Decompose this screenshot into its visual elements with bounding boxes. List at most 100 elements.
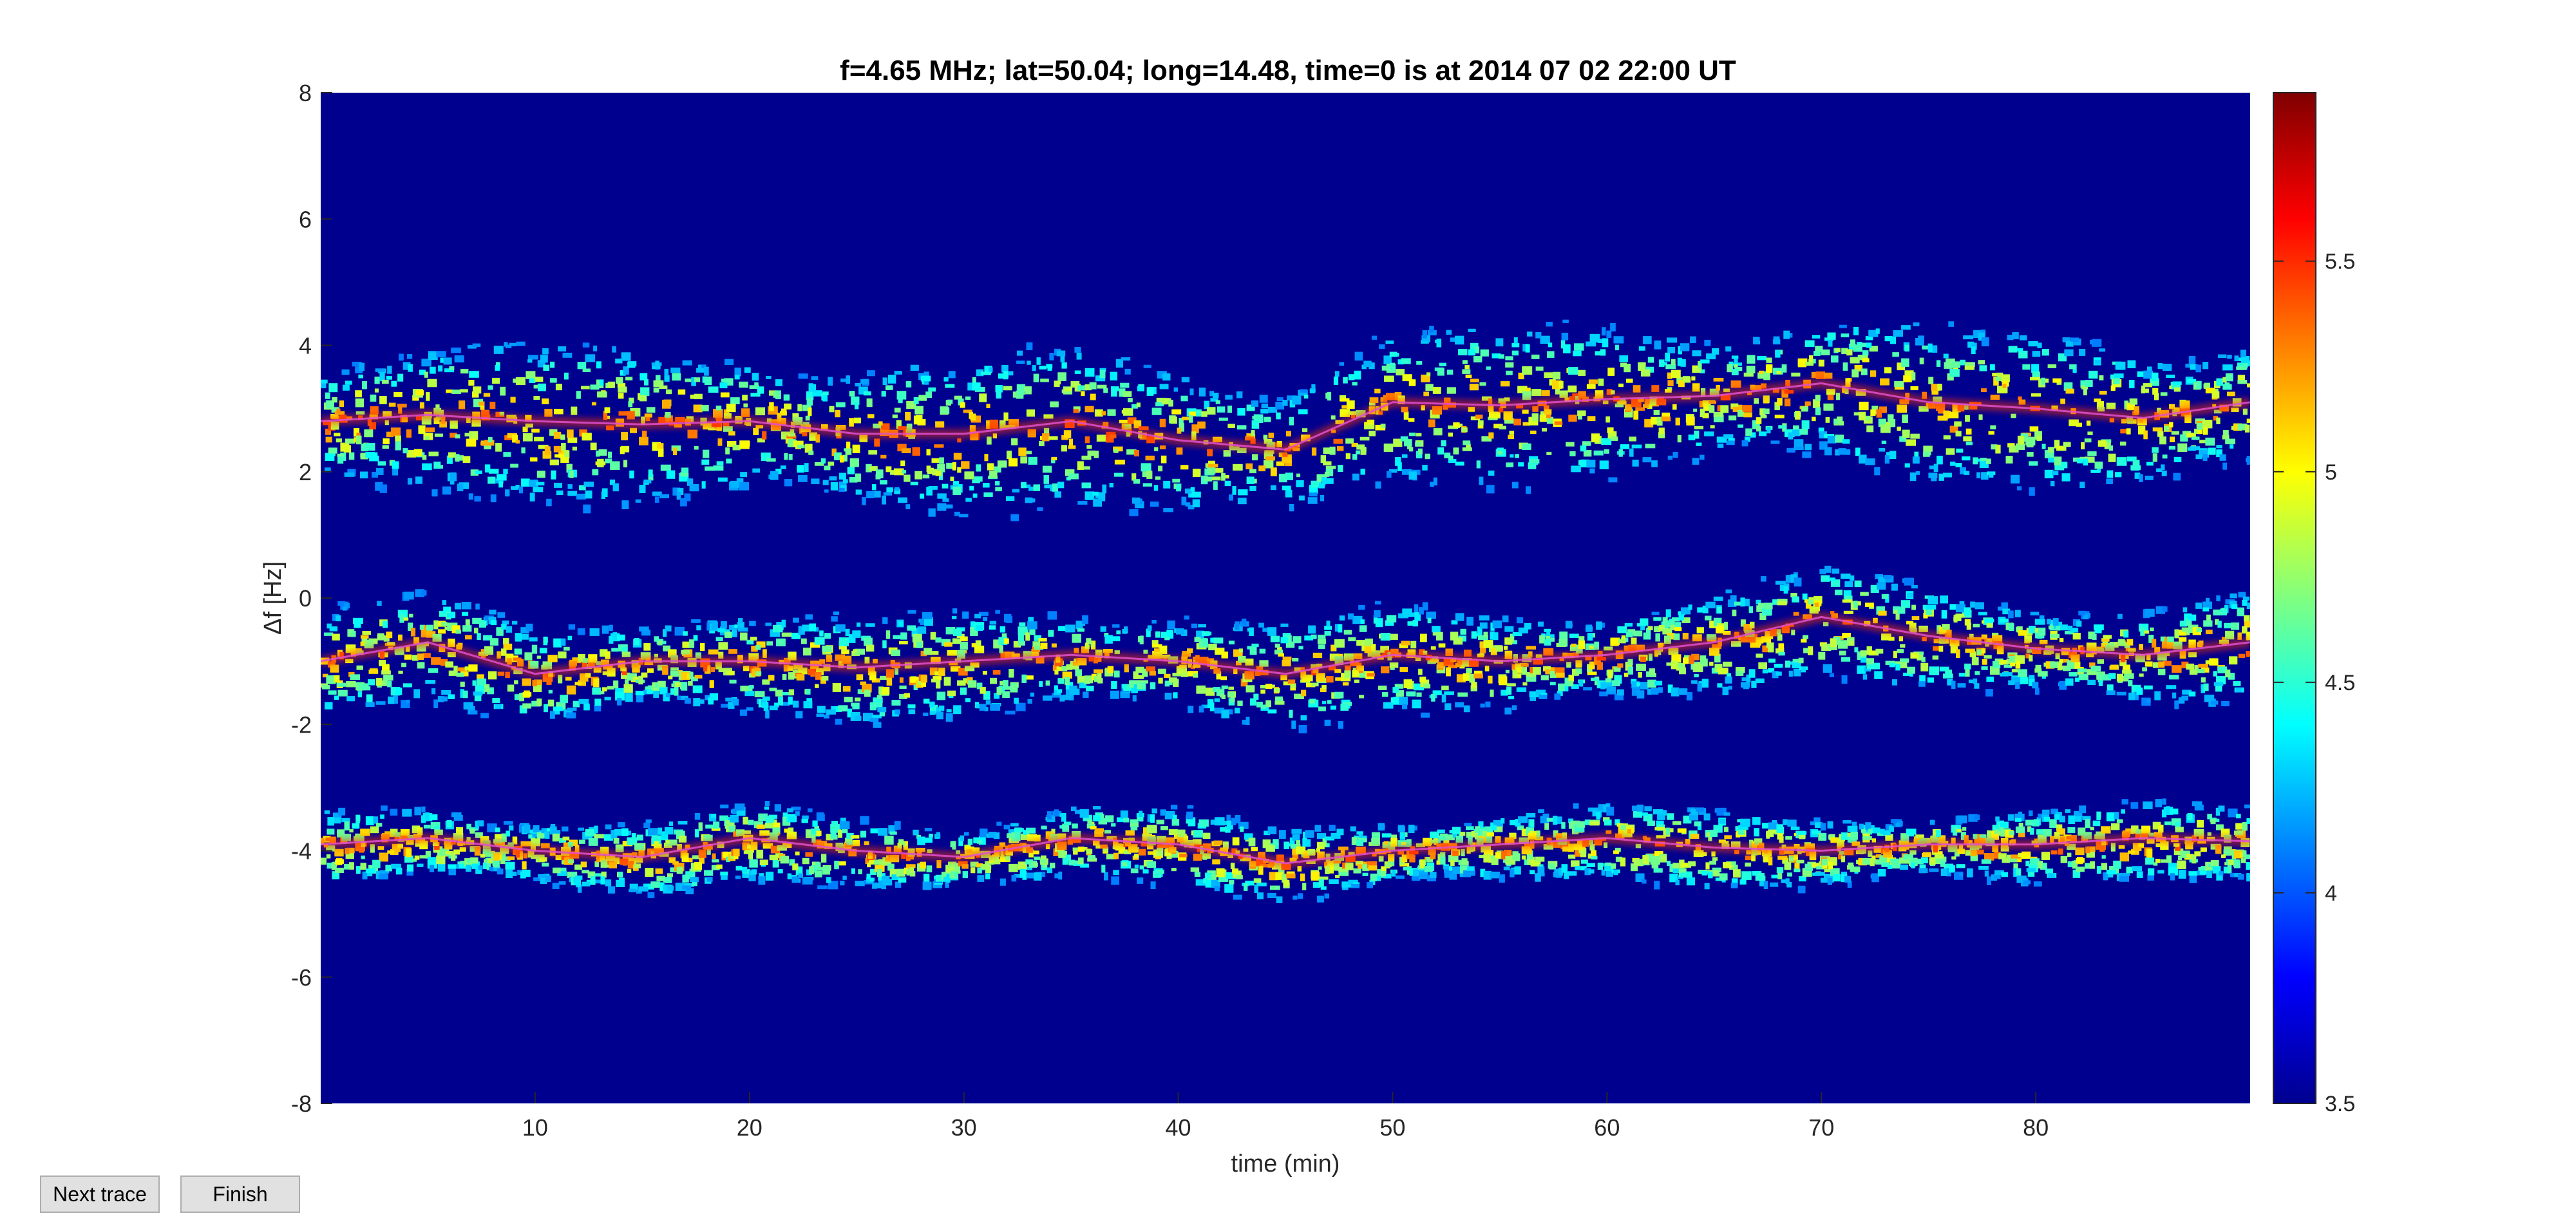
heatmap-cell (1991, 444, 1998, 450)
heatmap-cell (791, 876, 799, 883)
heatmap-cell (1766, 427, 1771, 434)
heatmap-cell (1640, 618, 1649, 626)
heatmap-cell (1462, 360, 1468, 364)
heatmap-cell (874, 859, 880, 865)
heatmap-cell (1120, 382, 1130, 388)
heatmap-cell (2230, 593, 2237, 599)
heatmap-cell (2143, 383, 2152, 388)
heatmap-cell (620, 667, 627, 671)
heatmap-cell (1664, 635, 1671, 644)
heatmap-cell (1096, 435, 1106, 442)
heatmap-cell (1018, 641, 1025, 646)
heatmap-cell (774, 804, 781, 812)
heatmap-cell (1181, 417, 1189, 420)
heatmap-cell (1110, 371, 1117, 380)
heatmap-cell (1347, 613, 1354, 620)
heatmap-cell (1007, 371, 1014, 376)
heatmap-cell (1763, 371, 1770, 380)
heatmap-cell (1691, 376, 1696, 381)
heatmap-cell (368, 638, 378, 644)
heatmap-cell (2182, 689, 2192, 695)
heatmap-cell (583, 703, 590, 711)
heatmap-cell (404, 855, 413, 863)
heatmap-cell (1426, 612, 1436, 619)
heatmap-cell (511, 621, 518, 625)
heatmap-cell (708, 649, 719, 655)
heatmap-cell (636, 890, 642, 894)
heatmap-cell (1367, 673, 1375, 677)
heatmap-cell (844, 697, 853, 702)
heatmap-cell (890, 855, 900, 863)
heatmap-cell (1751, 680, 1757, 688)
heatmap-cell (1633, 630, 1643, 637)
heatmap-cell (976, 369, 984, 377)
heatmap-cell (886, 385, 893, 390)
heatmap-cell (892, 414, 898, 418)
heatmap-cell (1335, 677, 1343, 681)
heatmap-cell (1375, 424, 1386, 431)
heatmap-cell (1150, 682, 1156, 689)
heatmap-cell (798, 626, 805, 635)
heatmap-cell (1016, 361, 1025, 364)
heatmap-cell (361, 635, 369, 639)
heatmap-cell (515, 850, 520, 858)
heatmap-cell (578, 680, 586, 686)
heatmap-cell (1360, 469, 1365, 475)
heatmap-cell (938, 668, 945, 676)
heatmap-cell (2055, 653, 2060, 660)
heatmap-cell (1760, 415, 1767, 418)
heatmap-cell (2083, 458, 2088, 466)
heatmap-cell (1741, 440, 1748, 447)
heatmap-cell (1671, 687, 1680, 697)
heatmap-cell (1433, 477, 1437, 486)
heatmap-cell (789, 859, 795, 866)
heatmap-cell (1111, 386, 1119, 391)
heatmap-cell (1611, 436, 1618, 441)
heatmap-cell (846, 375, 851, 384)
heatmap-cell (975, 640, 981, 650)
heatmap-cell (2152, 388, 2159, 395)
heatmap-cell (629, 883, 638, 891)
heatmap-cell (628, 401, 633, 407)
heatmap-cell (726, 856, 730, 863)
heatmap-cell (417, 827, 423, 836)
heatmap-cell (544, 409, 553, 417)
heatmap-cell (2078, 673, 2088, 680)
heatmap-cell (627, 868, 632, 873)
heatmap-cell (1688, 604, 1692, 610)
heatmap-cell (1554, 693, 1561, 700)
heatmap-cell (1094, 409, 1103, 417)
heatmap-cell (688, 874, 696, 879)
heatmap-cell (617, 698, 622, 706)
heatmap-cell (2063, 666, 2071, 671)
heatmap-cell (329, 626, 338, 632)
heatmap-cell (1547, 351, 1555, 358)
heatmap-cell (1181, 629, 1188, 636)
heatmap-cell (434, 825, 440, 833)
heatmap-cell (1837, 417, 1843, 424)
heatmap-cell (1709, 405, 1715, 413)
heatmap-cell (1881, 633, 1891, 641)
heatmap-cell (730, 480, 741, 488)
heatmap-cell (839, 473, 846, 480)
heatmap-cell (815, 862, 821, 870)
heatmap-cell (658, 448, 664, 457)
heatmap-cell (2105, 674, 2109, 678)
heatmap-cell (2065, 631, 2074, 635)
heatmap-cell (1706, 634, 1716, 641)
heatmap-cell (1850, 357, 1860, 364)
heatmap-cell (1331, 644, 1337, 651)
heatmap-cell (491, 851, 495, 861)
heatmap-cell (497, 671, 505, 676)
heatmap-cell (805, 688, 811, 695)
heatmap-cell (826, 655, 833, 662)
heatmap-cell (1605, 678, 1612, 682)
heatmap-cell (1843, 610, 1853, 614)
heatmap-cell (378, 873, 388, 880)
heatmap-cell (795, 866, 803, 876)
heatmap-cell (2029, 487, 2035, 496)
heatmap-cell (1081, 455, 1092, 460)
heatmap-cell (374, 388, 379, 393)
heatmap-cell (660, 464, 671, 471)
heatmap-cell (2246, 632, 2250, 641)
